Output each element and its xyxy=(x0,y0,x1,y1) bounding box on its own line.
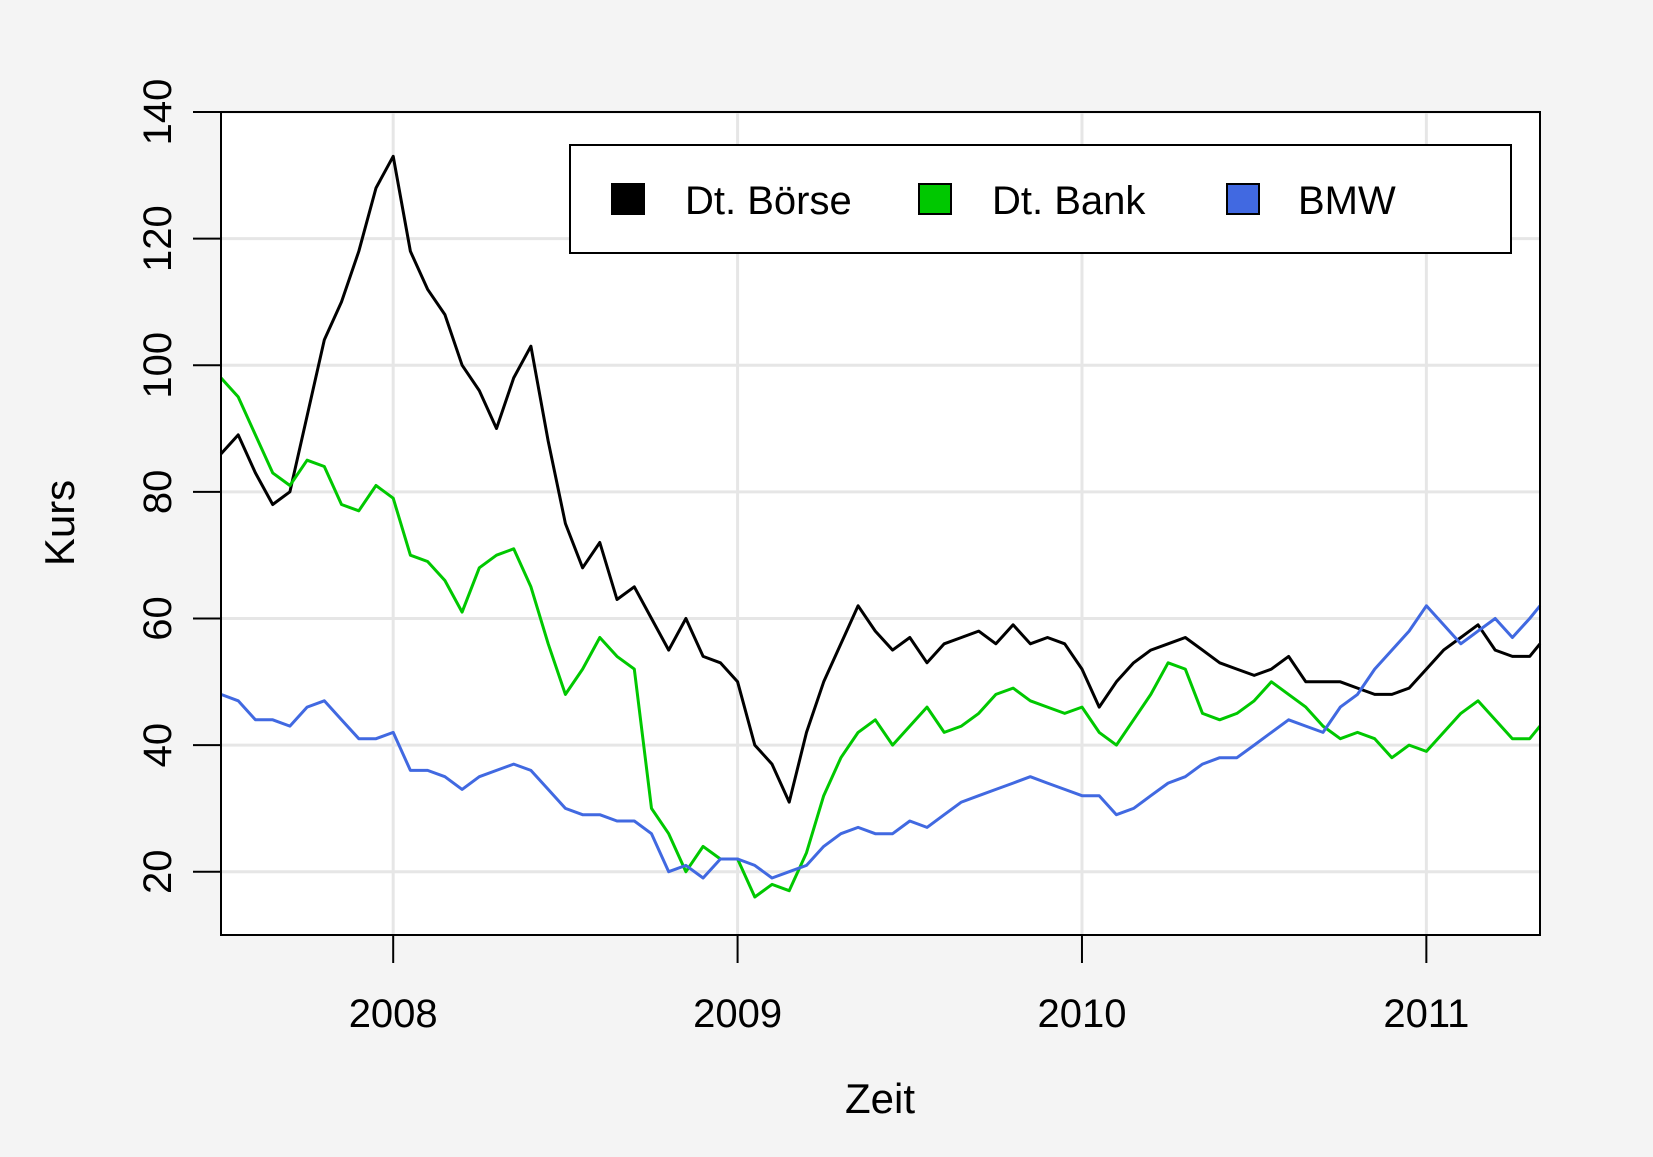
x-axis: 2008 2009 2010 2011 xyxy=(349,935,1469,1036)
legend-label: BMW xyxy=(1298,179,1396,223)
x-tick-label: 2008 xyxy=(349,992,438,1036)
series-line-3 xyxy=(220,604,1542,880)
legend-swatch xyxy=(611,183,645,215)
y-tick-label: 20 xyxy=(136,849,180,894)
x-axis-title: Zeit xyxy=(845,1075,915,1122)
x-tick-label: 2009 xyxy=(693,992,782,1036)
y-tick-label: 120 xyxy=(136,205,180,272)
legend: Dt. Börse Dt. Bank BMW xyxy=(569,144,1512,254)
y-axis-title: Kurs xyxy=(36,480,83,566)
y-tick-label: 40 xyxy=(136,723,180,768)
y-tick-label: 80 xyxy=(136,470,180,515)
legend-label: Dt. Börse xyxy=(685,179,852,223)
plot-frame xyxy=(220,111,1541,936)
x-tick-label: 2011 xyxy=(1383,992,1469,1036)
legend-swatch xyxy=(1226,183,1260,215)
legend-label: Dt. Bank xyxy=(992,179,1146,223)
y-tick-label: 140 xyxy=(136,79,180,146)
legend-box xyxy=(569,144,1512,254)
series-layer xyxy=(219,154,1542,899)
series-line-1 xyxy=(219,154,1542,804)
legend-swatch xyxy=(918,183,952,215)
y-tick-label: 100 xyxy=(136,332,180,399)
x-tick-label: 2010 xyxy=(1037,992,1126,1036)
y-tick-label: 60 xyxy=(136,596,180,641)
y-axis: 20 40 60 80 100 120 140 xyxy=(136,79,221,894)
